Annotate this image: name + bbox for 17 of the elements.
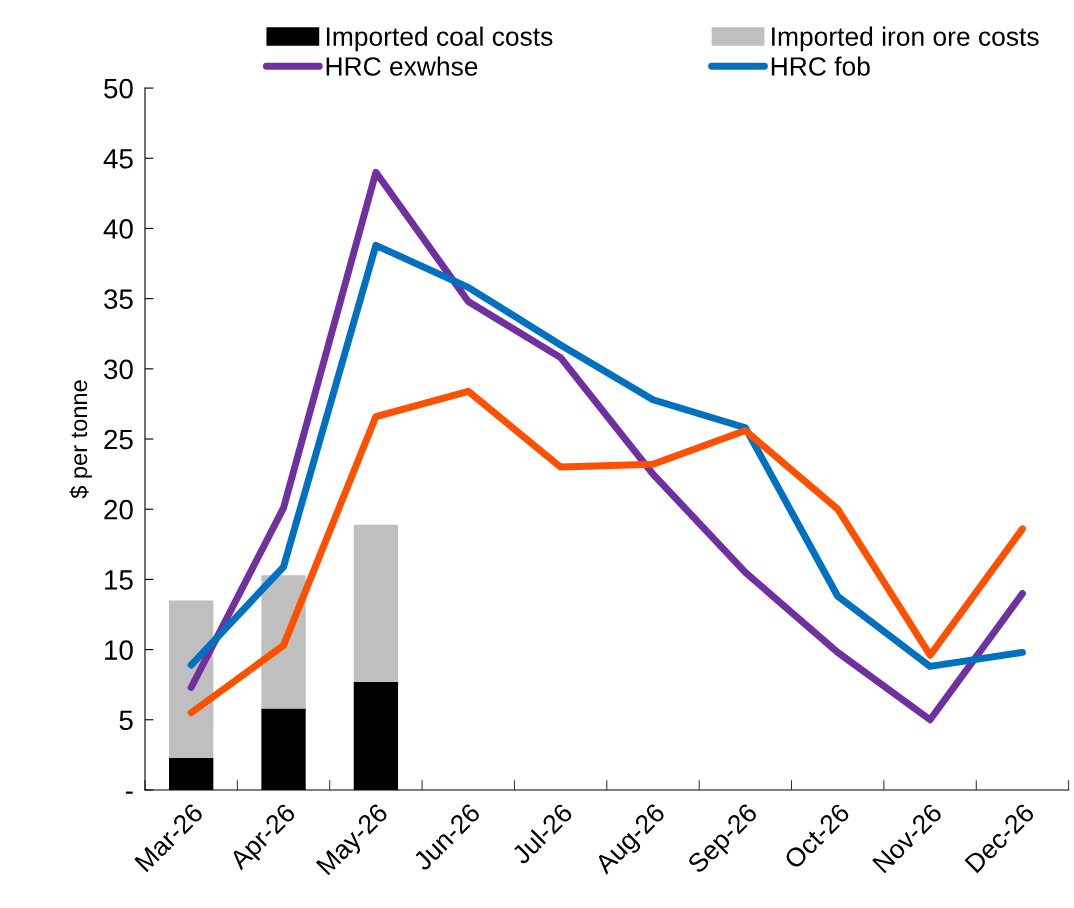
legend-label: HRC fob	[771, 56, 870, 76]
bar	[353, 524, 399, 682]
y-tick-label: 15	[105, 570, 133, 590]
y-tick-label: 25	[104, 429, 133, 450]
y-tick-label: 30	[104, 359, 133, 380]
legend-label: Imported coal costs	[326, 26, 553, 52]
y-axis-title: $ per tonne	[69, 380, 92, 499]
y-tick-label: 20	[104, 499, 133, 520]
y-tick-label: 40	[103, 219, 133, 239]
legend-label: HRC exwhse	[326, 56, 478, 76]
y-tick-label: 10	[105, 640, 133, 660]
y-tick-label: 45	[103, 149, 133, 169]
legend-label: Imported iron ore costs	[772, 26, 1039, 52]
y-tick-label: 50	[104, 78, 133, 99]
y-tick-label: 35	[104, 289, 133, 309]
y-tick-label: 5	[119, 710, 133, 731]
y-tick-label: -	[125, 791, 133, 794]
